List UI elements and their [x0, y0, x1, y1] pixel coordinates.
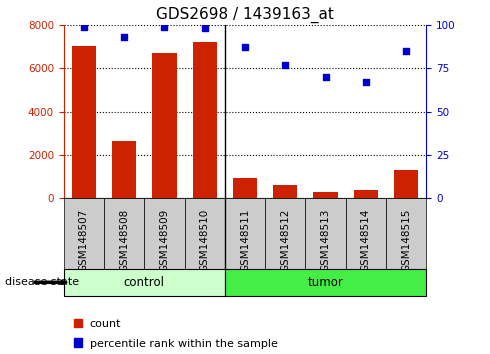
Bar [265, 198, 305, 269]
Bar [104, 198, 144, 269]
Point [241, 45, 249, 50]
Text: GSM148511: GSM148511 [240, 209, 250, 272]
Point [201, 25, 209, 31]
Bar [386, 198, 426, 269]
Point [161, 24, 169, 29]
Title: GDS2698 / 1439163_at: GDS2698 / 1439163_at [156, 7, 334, 23]
Bar [64, 269, 225, 296]
Bar [354, 190, 378, 198]
Point [120, 34, 128, 40]
Text: GSM148510: GSM148510 [200, 209, 210, 272]
Bar [233, 178, 257, 198]
Text: percentile rank within the sample: percentile rank within the sample [90, 339, 277, 349]
Point [362, 79, 370, 85]
Bar [314, 192, 338, 198]
Point [321, 74, 329, 80]
Bar [225, 198, 265, 269]
Text: control: control [124, 276, 165, 289]
Point [402, 48, 410, 53]
Bar [185, 198, 225, 269]
Bar [193, 42, 217, 198]
Bar [72, 46, 96, 198]
Point [80, 24, 88, 29]
Point [281, 62, 289, 68]
Text: count: count [90, 319, 121, 329]
Text: GSM148513: GSM148513 [320, 209, 331, 272]
Text: tumor: tumor [308, 276, 343, 289]
Text: GSM148512: GSM148512 [280, 209, 290, 272]
Text: GSM148508: GSM148508 [119, 209, 129, 272]
Bar [112, 141, 136, 198]
Bar [144, 198, 185, 269]
Text: GSM148515: GSM148515 [401, 209, 411, 272]
Bar [64, 198, 104, 269]
Bar [394, 170, 418, 198]
Text: GSM148514: GSM148514 [361, 209, 371, 272]
Text: disease state: disease state [5, 277, 79, 287]
Text: GSM148509: GSM148509 [159, 209, 170, 272]
Bar [346, 198, 386, 269]
Bar [225, 269, 426, 296]
Bar [305, 198, 346, 269]
Bar [152, 53, 176, 198]
Bar [273, 185, 297, 198]
Text: GSM148507: GSM148507 [79, 209, 89, 272]
